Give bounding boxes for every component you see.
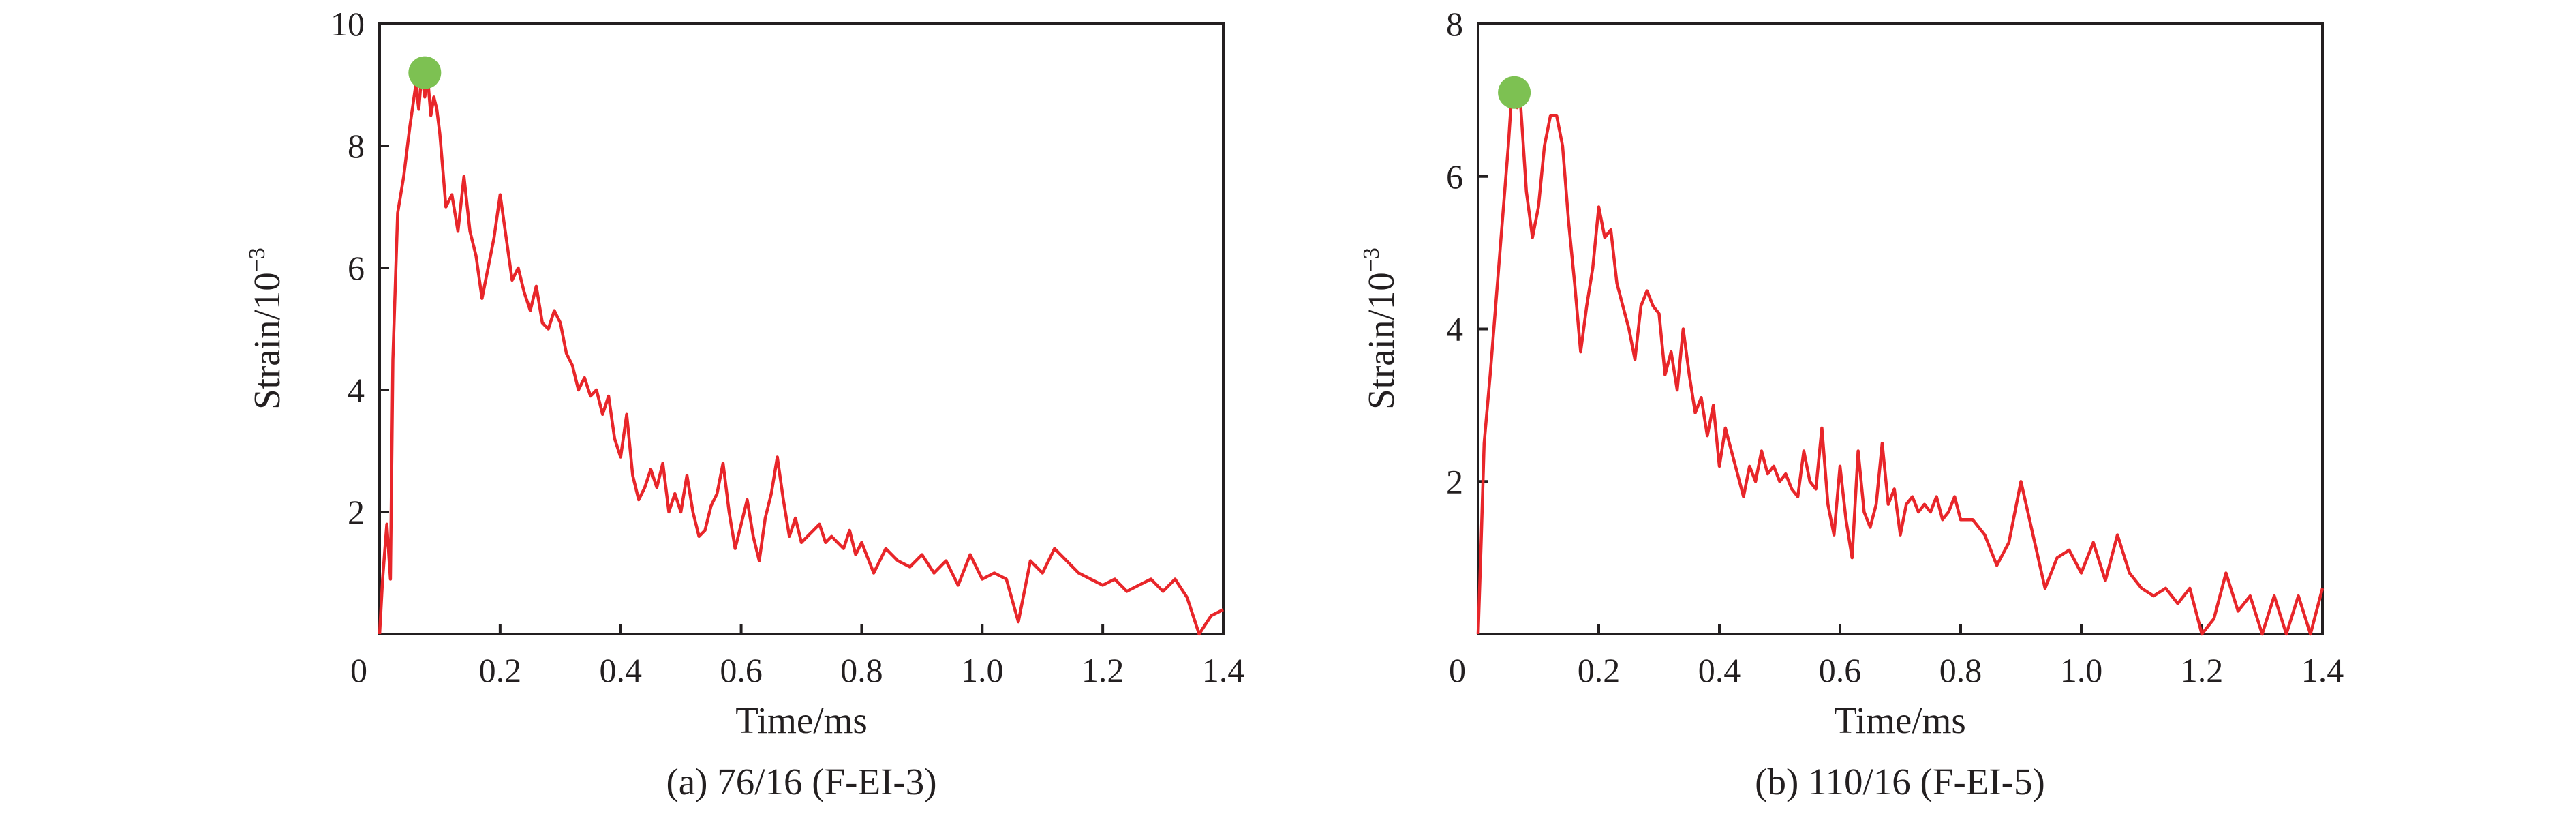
chart-caption: (b) 110/16 (F-EI-5) [1755,761,2045,802]
x-tick-label: 0 [1449,651,1466,689]
y-tick-label: 4 [1446,310,1463,348]
x-tick-label: 1.2 [1082,651,1124,689]
x-tick-label: 0.6 [720,651,763,689]
chart-panel-a: 2 4 6 8 10 0 0.2 0.4 0.6 0.8 1.0 1.2 1.4 Time/ms St… [245,5,1244,802]
plot-frame [378,22,1225,635]
x-tick-label: 1.4 [1202,651,1245,689]
y-tick-label: 2 [348,493,365,531]
x-tick-label: 0.8 [840,651,883,689]
x-tick-label: 1.2 [2181,651,2224,689]
strain-series-line [378,71,1225,636]
y-tick-label: 4 [348,371,365,409]
x-tick-label: 1.0 [2060,651,2103,689]
x-tick-label: 0.8 [1939,651,1982,689]
strain-series-line [1476,91,2325,636]
y-axis-title: Strain/10−3 [1359,247,1402,410]
x-axis-title: Time/ms [735,699,868,741]
y-axis-title-text: Strain/10 [1360,272,1402,410]
x-tick-label: 0.6 [1819,651,1862,689]
x-tick-label: 0.4 [1698,651,1741,689]
y-tick-label: 8 [1446,5,1463,43]
x-tick-label: 1.4 [2301,651,2344,689]
x-tick-label: 0 [350,651,367,689]
x-tick-label: 0.2 [479,651,522,689]
chart-caption: (a) 76/16 (F-EI-3) [666,761,936,802]
y-axis-title: Strain/10−3 [245,247,288,410]
y-tick-label: 10 [331,5,365,43]
y-tick-label: 8 [348,127,365,165]
y-axis-title-exponent: −3 [1359,247,1384,272]
chart-panel-b: 2 4 6 8 0 0.2 0.4 0.6 0.8 1.0 1.2 1.4 Time/ms Stra… [1359,5,2344,802]
x-tick-label: 0.2 [1578,651,1621,689]
x-tick-label: 0.4 [599,651,642,689]
plot-frame [1477,22,2324,635]
y-tick-label: 6 [348,249,365,287]
y-tick-label: 6 [1446,157,1463,196]
x-tick-label: 1.0 [961,651,1004,689]
x-axis-title: Time/ms [1834,699,1966,741]
y-axis-title-exponent: −3 [245,247,270,272]
peak-marker [408,56,442,89]
peak-marker [1498,76,1531,109]
y-axis-title-text: Strain/10 [246,272,288,410]
y-tick-label: 2 [1446,462,1463,500]
